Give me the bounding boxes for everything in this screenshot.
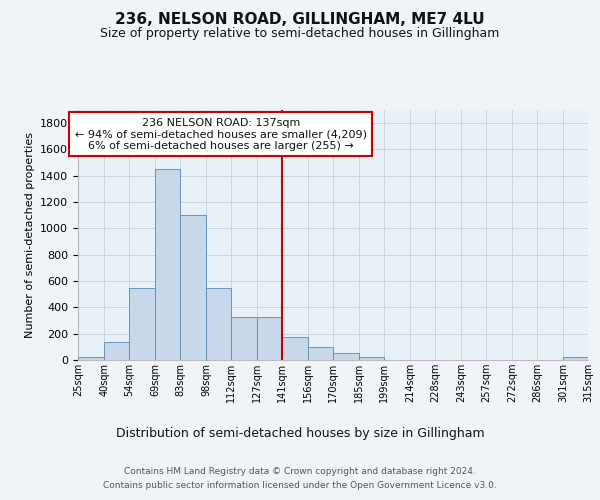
Text: Contains HM Land Registry data © Crown copyright and database right 2024.: Contains HM Land Registry data © Crown c… [124,468,476,476]
Bar [206,288,231,360]
Bar [563,358,588,360]
Text: Distribution of semi-detached houses by size in Gillingham: Distribution of semi-detached houses by … [116,428,484,440]
Bar [231,317,257,360]
Bar [257,317,282,360]
Bar [333,354,359,360]
Bar [282,337,308,360]
Bar [104,342,129,360]
Text: Contains public sector information licensed under the Open Government Licence v3: Contains public sector information licen… [103,481,497,490]
Text: Size of property relative to semi-detached houses in Gillingham: Size of property relative to semi-detach… [100,28,500,40]
Bar [359,358,384,360]
Bar [155,169,180,360]
Bar [180,216,206,360]
Y-axis label: Number of semi-detached properties: Number of semi-detached properties [25,132,35,338]
Bar [78,358,104,360]
Bar [308,347,333,360]
Bar [129,288,155,360]
Text: 236 NELSON ROAD: 137sqm
← 94% of semi-detached houses are smaller (4,209)
6% of : 236 NELSON ROAD: 137sqm ← 94% of semi-de… [75,118,367,150]
Text: 236, NELSON ROAD, GILLINGHAM, ME7 4LU: 236, NELSON ROAD, GILLINGHAM, ME7 4LU [115,12,485,28]
